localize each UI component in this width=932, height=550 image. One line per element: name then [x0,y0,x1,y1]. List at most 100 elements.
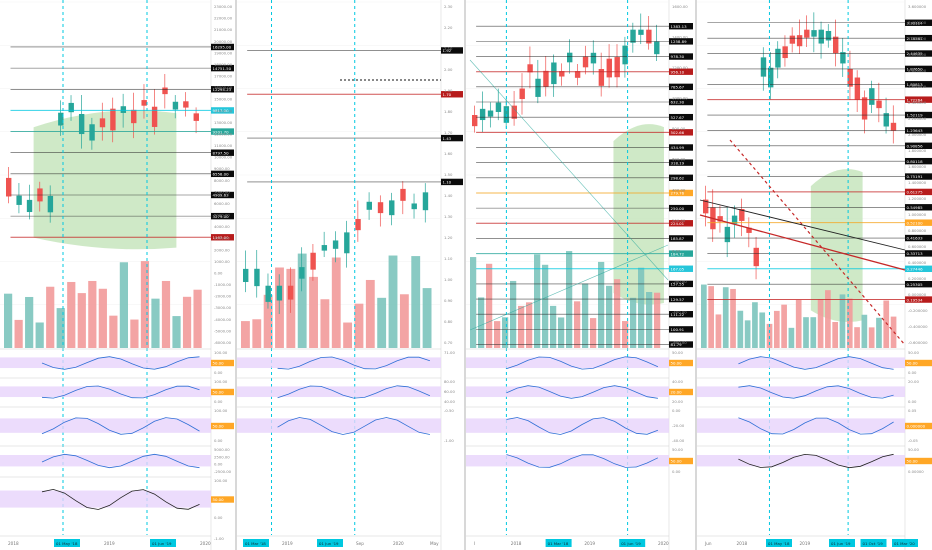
oscillator-band [237,357,441,369]
y-axis-label: 2.400000 [908,100,927,105]
volume-bar [839,294,846,348]
volume-bar [172,316,181,348]
oscillator-band [466,357,669,369]
y-axis-label: 1000.00 [214,259,230,264]
volume-bar [759,312,766,348]
y-axis-label: 1.30 [444,214,453,219]
price-label-bg [669,23,693,30]
oscillator-line [41,385,200,399]
candle-body [811,30,817,37]
candle-body [582,56,589,68]
candle-body [535,78,541,97]
chart-panel-xrp-monthly[interactable]: 3.30114 2.78567 2.44635 1.87650 1.80813 1.722… [697,0,932,547]
candle-body [775,48,781,68]
time-tag-label: 01 May '18 [56,541,78,546]
osc-axis-label: 100.00 [214,408,228,413]
candle-body [479,108,486,121]
y-axis-label: 0.90 [444,298,453,303]
time-tag-bg [766,539,792,547]
candle-body [724,226,731,243]
price-label: 9201.70 [213,129,230,134]
chart-panel-alt-monthly[interactable]: 1383.13 1258.89 978.30 956.10 785.67 632.30 52… [466,0,693,547]
oscillator-line [738,417,894,435]
price-label-bg [905,219,932,226]
osc-badge-bg [905,359,932,367]
volume-bar [354,303,364,348]
price-label-bg [669,98,693,106]
volume-bar [810,317,817,348]
y-axis-label: 10000.00 [214,155,233,160]
volume-bar [422,288,432,348]
volume-bar [622,321,629,348]
time-tag-bg [243,539,269,547]
y-axis-label: 5000.00 [214,213,230,218]
candle-body [731,215,738,224]
price-label: 0.52100 [907,220,924,225]
volume-bar [654,292,661,348]
osc-badge: 50.00 [907,361,919,366]
time-axis-label: 2019 [584,541,595,546]
price-label: 8797.50 [213,150,230,155]
price-label: 1.92 [443,48,452,53]
volume-bar [161,280,171,348]
y-axis-label: 3.000000 [908,52,927,57]
price-label-bg [211,212,234,220]
y-axis-label: 7000.00 [214,189,230,194]
candle-body [151,106,158,127]
y-axis-label: 1.20 [444,235,453,240]
oscillator-band [466,418,669,433]
osc-axis-label: 71.00 [444,350,455,355]
time-tag-bg [150,539,176,547]
candle-body [321,245,328,251]
y-axis-label: 19000.00 [214,50,233,55]
volume-bar [98,288,107,348]
price-label: 14751.50 [213,66,232,71]
volume-bar [320,299,330,348]
time-axis-label: 2018 [8,541,19,546]
candle-body [141,100,147,106]
volume-bar [77,293,86,348]
volume-bar [606,285,613,348]
y-axis-label: -1.00 [214,536,224,541]
volume-bar [478,297,485,348]
y-axis-label: 15000.00 [214,97,233,102]
y-axis-label: 22000.00 [214,16,233,21]
volume-bar [803,317,809,348]
candle-body [47,195,54,213]
price-label: 250.00 [671,206,685,211]
trend-line [469,59,669,281]
oscillator-line [41,453,200,469]
y-axis-label: 1400.00 [672,35,688,40]
time-tag-label: 01 May '18 [768,541,790,546]
y-axis-label: 2.30 [444,4,453,9]
oscillator-band [697,455,905,467]
volume-bar [470,257,477,348]
volume-bar [854,327,860,348]
y-axis-label: 0.600000 [908,244,927,249]
candle-body [193,113,199,121]
price-label-bg [905,250,932,257]
candle-body [861,97,868,120]
price-label-bg [905,81,932,88]
volume-bar [598,261,605,348]
candle-body [818,29,824,44]
price-label-bg [905,173,932,180]
price-label: 2.44635 [907,51,924,56]
y-axis-label: -0.200000 [908,308,928,313]
price-label: 100.91 [671,327,685,332]
candle-body [606,58,612,78]
oscillator-line [41,356,200,370]
y-axis-label: 1.40 [444,193,453,198]
candle-body [646,29,652,44]
candle-body [543,70,549,87]
candle-body [487,110,494,117]
y-axis-label: -5000.00 [214,328,232,333]
volume-bar [182,296,192,348]
chart-panel-btc-monthly[interactable]: 16295.00 14751.50 12294.23 9817.00 9201.70 87… [0,0,234,547]
volume-bar [502,317,509,348]
chart-panel-eth-btc-monthly[interactable]: 1.921.701.431.102.302.202.102.001.901.80… [237,0,463,547]
time-tag-bg [317,539,343,547]
candle-body [26,199,33,213]
price-label-bg [905,111,932,119]
